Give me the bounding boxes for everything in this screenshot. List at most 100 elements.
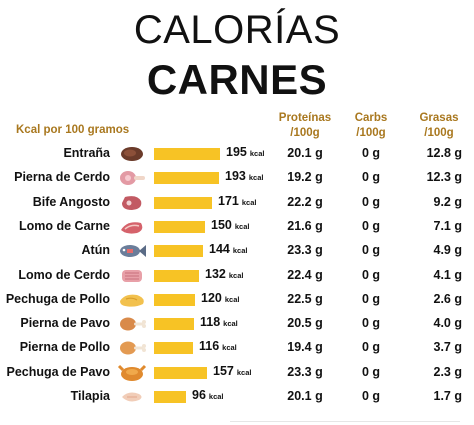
protein-value: 20.1 g: [287, 146, 323, 160]
kcal-value: 171: [218, 193, 239, 208]
table-row: Tilapia 96 kcal 20.1 g 0 g 1.7 g: [0, 385, 474, 409]
kcal-value: 116: [199, 339, 220, 354]
kcal-label: 171 kcal: [218, 194, 256, 208]
kcal-bar: [154, 220, 205, 233]
fish-icon: [117, 242, 147, 260]
food-name: Atún: [81, 243, 110, 258]
kcal-bar: [154, 318, 194, 331]
kcal-value: 157: [213, 363, 234, 378]
kcal-value: 193: [225, 169, 246, 184]
protein-value: 23.3 g: [287, 364, 323, 379]
kcal-value: 118: [200, 315, 221, 330]
carbs-value: 0 g: [361, 364, 381, 379]
kcal-value: 132: [205, 266, 226, 281]
chicken-leg-icon: [117, 339, 147, 357]
food-name: Pierna de Cerdo: [14, 170, 110, 185]
header-carbs: Carbs /100g: [342, 111, 400, 141]
food-name: Lomo de Cerdo: [18, 267, 110, 282]
carbs-value: 0 g: [361, 267, 381, 282]
turkey-leg-icon: [117, 315, 147, 333]
fat-value: 7.1 g: [433, 218, 463, 233]
kcal-bar: [154, 391, 186, 403]
kcal-label: 118 kcal: [200, 315, 238, 329]
pork-leg-icon: [117, 169, 147, 187]
food-name: Pierna de Pavo: [20, 316, 110, 331]
food-name: Bife Angosto: [32, 194, 110, 209]
header-carbs-line2: /100g: [356, 127, 386, 139]
kcal-label: 193 kcal: [225, 169, 263, 183]
fat-value: 4.1 g: [433, 267, 463, 282]
kcal-unit: kcal: [208, 392, 224, 401]
header-protein-line1: Proteínas: [278, 112, 332, 124]
food-name: Tilapia: [70, 389, 110, 403]
table-row: Bife Angosto 171 kcal 22.2 g 0 g 9.2 g: [0, 191, 474, 215]
fat-value: 4.0 g: [433, 316, 463, 331]
kcal-value: 120: [201, 290, 222, 305]
table-row: Lomo de Cerdo 132 kcal 22.4 g 0 g 4.1 g: [0, 264, 474, 288]
fat-value: 3.7 g: [433, 340, 463, 355]
carbs-value: 0 g: [361, 291, 381, 306]
protein-value: 22.2 g: [287, 194, 323, 209]
food-name: Entraña: [63, 146, 110, 160]
title-calorias: CALORÍAS: [133, 8, 341, 52]
protein-value: 23.3 g: [287, 243, 323, 258]
food-name: Pechuga de Pavo: [6, 364, 110, 379]
kcal-label: 195 kcal: [226, 145, 264, 159]
fat-value: 2.6 g: [433, 291, 463, 306]
kcal-value: 96: [192, 388, 206, 402]
kcal-label: 120 kcal: [201, 291, 239, 305]
kcal-bar: [154, 293, 195, 306]
chicken-breast-icon: [117, 291, 147, 309]
title-carnes: CARNES: [146, 56, 328, 103]
pork-loin-icon: [117, 267, 147, 285]
beef-cut-icon: [117, 194, 147, 212]
carbs-value: 0 g: [361, 389, 381, 403]
protein-value: 19.4 g: [287, 340, 323, 355]
protein-value: 21.6 g: [287, 218, 323, 233]
table-row: Atún 144 kcal 23.3 g 0 g 4.9 g: [0, 239, 474, 263]
protein-value: 20.1 g: [287, 389, 323, 403]
carbs-value: 0 g: [361, 218, 381, 233]
kcal-value: 195: [226, 145, 247, 159]
kcal-unit: kcal: [228, 270, 244, 280]
kcal-label: 116 kcal: [199, 339, 237, 353]
kcal-unit: kcal: [236, 367, 252, 377]
carbs-value: 0 g: [361, 194, 381, 209]
kcal-unit: kcal: [249, 149, 265, 158]
kcal-bar: [154, 196, 212, 209]
table-row: Lomo de Carne 150 kcal 21.6 g 0 g 7.1 g: [0, 215, 474, 239]
table-row: Pierna de Pollo 116 kcal 19.4 g 0 g 3.7 g: [0, 336, 474, 360]
carbs-value: 0 g: [361, 146, 381, 160]
header-fat: Grasas /100g: [408, 111, 470, 141]
kcal-unit: kcal: [232, 246, 248, 256]
fat-value: 12.8 g: [426, 146, 462, 160]
fat-value: 1.7 g: [433, 389, 463, 403]
carbs-value: 0 g: [361, 340, 381, 355]
kcal-bar: [154, 269, 199, 282]
header-fat-line2: /100g: [424, 127, 454, 139]
kcal-bar: [154, 148, 220, 160]
food-name: Lomo de Carne: [19, 218, 110, 233]
kcal-bar: [154, 172, 219, 185]
kcal-label: 157 kcal: [213, 364, 251, 378]
kcal-value: 144: [209, 242, 230, 257]
carbs-value: 0 g: [361, 170, 381, 185]
kcal-label: 96 kcal: [192, 388, 224, 402]
header-carbs-line1: Carbs: [354, 112, 388, 124]
header-protein-line2: /100g: [290, 127, 320, 139]
fat-value: 12.3 g: [426, 170, 462, 185]
protein-value: 19.2 g: [287, 170, 323, 185]
table-row: Pechuga de Pavo 157 kcal 23.3 g 0 g 2.3 g: [0, 361, 474, 385]
kcal-bar: [154, 342, 193, 355]
protein-value: 20.5 g: [287, 316, 323, 331]
kcal-label: 132 kcal: [205, 267, 243, 281]
table-row: Entraña 195 kcal 20.1 g 0 g 12.8 g: [0, 142, 474, 166]
table-row: Pechuga de Pollo 120 kcal 22.5 g 0 g 2.6 g: [0, 288, 474, 312]
carbs-value: 0 g: [361, 316, 381, 331]
table-row: Pierna de Cerdo 193 kcal 19.2 g 0 g 12.3 g: [0, 166, 474, 190]
roast-turkey-icon: [117, 364, 147, 382]
divider: [230, 421, 460, 422]
fat-value: 2.3 g: [433, 364, 463, 379]
protein-value: 22.5 g: [287, 291, 323, 306]
header-protein: Proteínas /100g: [270, 111, 340, 141]
